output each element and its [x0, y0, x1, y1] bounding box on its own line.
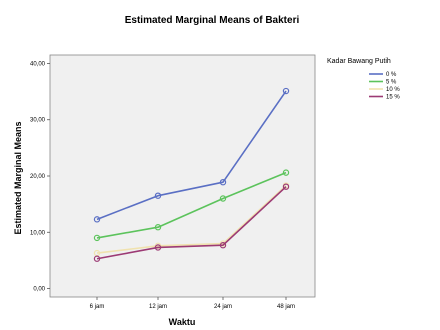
- data-point: [282, 169, 290, 176]
- y-tick-label: 30,00: [30, 118, 46, 124]
- legend-entry: 15 %: [386, 95, 400, 101]
- data-point: [93, 234, 101, 242]
- data-point: [93, 216, 101, 223]
- x-tick-label: 6 jam: [90, 304, 105, 310]
- x-axis: 6 jam 12 jam 24 jam 48 jam: [90, 297, 295, 310]
- data-point: [282, 87, 290, 95]
- chart-title: Estimated Marginal Means of Bakteri: [125, 15, 300, 26]
- x-tick-label: 12 jam: [149, 304, 167, 310]
- data-point: [219, 178, 227, 186]
- y-tick-label: 40,00: [30, 61, 46, 67]
- legend-title: Kadar Bawang Putih: [327, 58, 391, 65]
- plot-area: [49, 54, 316, 298]
- legend: Kadar Bawang Putih 0 % 5 %10 % 15 %: [327, 58, 400, 101]
- y-tick-label: 20,00: [30, 174, 46, 180]
- series-line: [96, 184, 287, 254]
- legend-entry: 5 %: [386, 80, 397, 86]
- x-axis-label: Waktu: [169, 317, 196, 327]
- y-tick-label: 10,00: [30, 230, 46, 236]
- data-point: [154, 192, 162, 199]
- data-point: [154, 224, 162, 231]
- data-point: [93, 255, 101, 262]
- data-point: [219, 195, 227, 202]
- x-tick-label: 48 jam: [277, 304, 295, 310]
- legend-entry: 0 %: [386, 72, 397, 78]
- series-line: [96, 186, 287, 260]
- x-tick-label: 24 jam: [214, 304, 232, 310]
- data-point: [282, 183, 290, 190]
- y-axis-label: Estimated Marginal Means: [13, 121, 23, 234]
- y-axis: 0,00 10,00 20,00 30,00 40,00: [30, 61, 50, 293]
- legend-entry: 10 %: [386, 87, 400, 93]
- series-layer: [93, 87, 290, 262]
- data-point: [154, 244, 162, 251]
- y-tick-label: 0,00: [33, 287, 45, 293]
- series-line: [96, 90, 287, 221]
- data-point: [219, 242, 227, 249]
- series-line: [96, 171, 287, 239]
